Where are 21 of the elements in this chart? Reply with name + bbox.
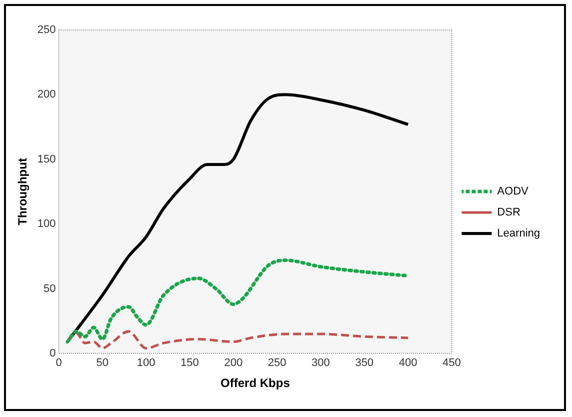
- y-axis-title: Throughput: [16, 158, 30, 226]
- line-series: [66, 330, 410, 350]
- y-tick-label: 0: [50, 347, 56, 360]
- legend-label: DSR: [497, 206, 520, 219]
- x-tick-label: 250: [268, 357, 286, 370]
- x-tick-label: 200: [224, 357, 243, 370]
- y-tick-label: 50: [44, 282, 56, 295]
- x-tick-label: 400: [398, 357, 418, 370]
- x-tick-label: 450: [442, 357, 461, 370]
- legend-label: AODV: [497, 186, 530, 198]
- y-tick-label: 200: [37, 88, 56, 101]
- x-axis-title: Offerd Kbps: [220, 376, 290, 390]
- y-tick-label: 100: [37, 218, 56, 230]
- y-tick-label: 250: [37, 24, 56, 36]
- x-tick-label: 150: [180, 357, 199, 370]
- x-tick-label: 350: [355, 357, 374, 370]
- x-tick-label: 100: [136, 357, 156, 370]
- x-tick-label: 50: [96, 357, 109, 370]
- x-tick-label: 300: [312, 357, 330, 370]
- legend-label: Learning: [497, 228, 540, 240]
- y-tick-label: 150: [37, 153, 56, 166]
